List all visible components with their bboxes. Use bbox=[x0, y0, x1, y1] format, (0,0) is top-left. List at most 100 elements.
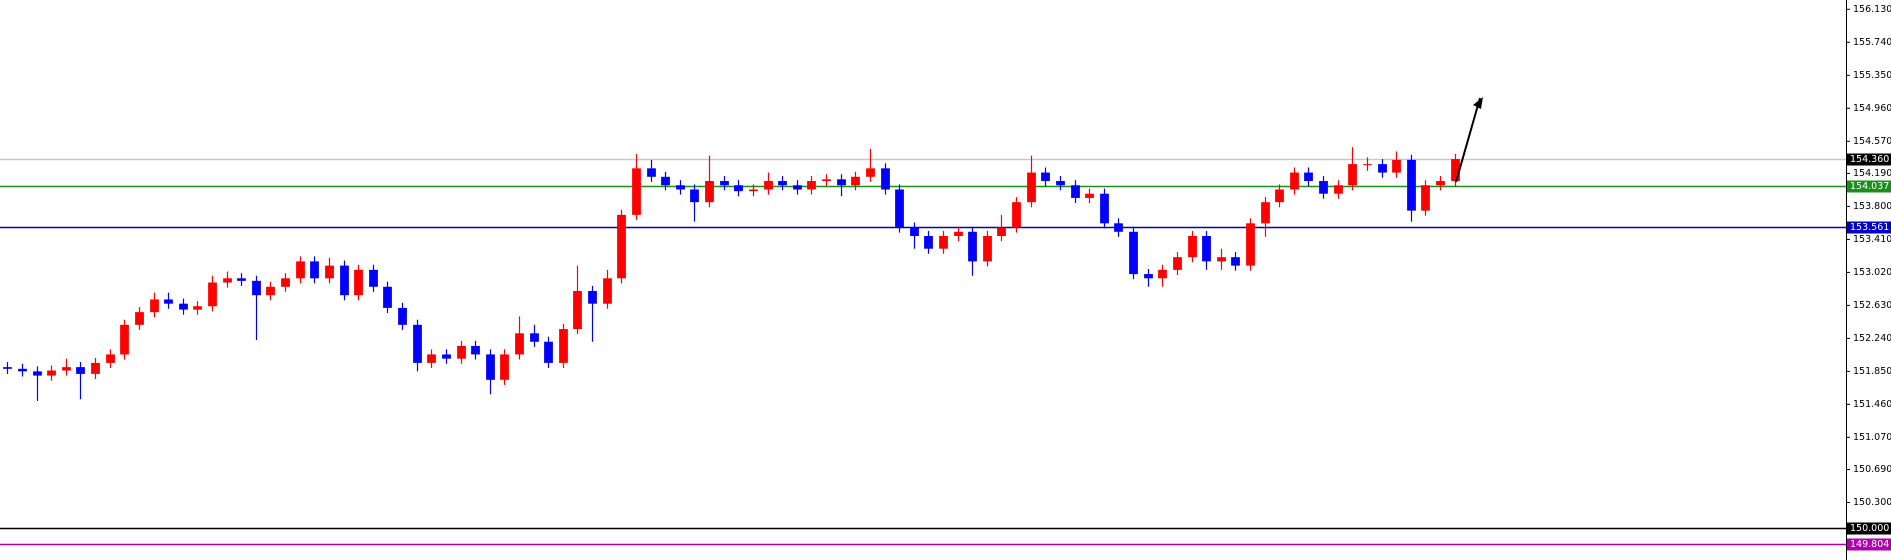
y-tick-label: 153.410 bbox=[1853, 234, 1891, 245]
candle-body bbox=[1158, 269, 1167, 279]
y-tick-label: 154.960 bbox=[1853, 103, 1891, 114]
candle-body bbox=[1188, 236, 1197, 258]
candle-body bbox=[690, 189, 699, 203]
candle-body bbox=[1261, 202, 1270, 224]
candle-body bbox=[793, 185, 802, 190]
candle-body bbox=[924, 236, 933, 249]
y-tick-label: 155.350 bbox=[1853, 70, 1891, 81]
candle-body bbox=[281, 278, 290, 287]
candle-body bbox=[895, 189, 904, 228]
candle-body bbox=[603, 278, 612, 304]
candle-body bbox=[76, 367, 85, 374]
candle-body bbox=[106, 354, 115, 363]
arrow-line bbox=[1455, 97, 1481, 183]
candle-body bbox=[573, 290, 582, 330]
candle-body bbox=[851, 176, 860, 186]
candle-body bbox=[661, 176, 670, 186]
price-level-box bbox=[1847, 180, 1891, 193]
y-tick-label: 155.740 bbox=[1853, 37, 1891, 48]
candle-body bbox=[1173, 257, 1182, 270]
candle-body bbox=[310, 261, 319, 279]
y-tick-label: 153.020 bbox=[1853, 267, 1891, 278]
candle-body bbox=[398, 307, 407, 325]
candle-body bbox=[749, 189, 758, 192]
candle-body bbox=[1304, 172, 1313, 182]
candle-body bbox=[647, 168, 656, 177]
candle-body bbox=[179, 303, 188, 310]
candle-body bbox=[1407, 159, 1416, 211]
candle-body bbox=[720, 181, 729, 186]
price-level-box bbox=[1847, 522, 1891, 535]
candle-body bbox=[515, 333, 524, 355]
y-tick-label: 152.240 bbox=[1853, 333, 1891, 344]
candle-body bbox=[544, 341, 553, 363]
candle-body bbox=[1378, 164, 1387, 173]
y-tick-label: 151.070 bbox=[1853, 432, 1891, 443]
candle-body bbox=[764, 181, 773, 190]
candle-body bbox=[266, 286, 275, 296]
candle-body bbox=[676, 185, 685, 190]
y-tick-label: 150.690 bbox=[1853, 464, 1891, 475]
candle-body bbox=[1217, 257, 1226, 262]
candle-body bbox=[1027, 172, 1036, 203]
candle-body bbox=[135, 312, 144, 325]
candle-body bbox=[471, 345, 480, 355]
candle-body bbox=[1246, 223, 1255, 266]
candle-body bbox=[983, 236, 992, 262]
candle-body bbox=[1319, 181, 1328, 194]
candle-body bbox=[1056, 181, 1065, 186]
candle-body bbox=[164, 299, 173, 304]
candle-body bbox=[1202, 236, 1211, 262]
candle-body bbox=[18, 368, 27, 372]
y-tick-label: 151.850 bbox=[1853, 366, 1891, 377]
candle-body bbox=[968, 231, 977, 262]
price-level-box bbox=[1847, 538, 1891, 551]
candle-body bbox=[1012, 202, 1021, 228]
candle-body bbox=[1129, 231, 1138, 275]
y-tick-label: 154.570 bbox=[1853, 136, 1891, 147]
y-tick-label: 152.630 bbox=[1853, 300, 1891, 311]
candle-body bbox=[500, 354, 509, 380]
candle-body bbox=[340, 265, 349, 296]
candle-body bbox=[91, 362, 100, 374]
y-tick-label: 153.800 bbox=[1853, 201, 1891, 212]
candle-body bbox=[807, 181, 816, 190]
candle-body bbox=[778, 181, 787, 186]
candle-body bbox=[632, 168, 641, 215]
candle-body bbox=[997, 227, 1006, 237]
price-level-label: 154.037 bbox=[1850, 181, 1889, 192]
price-level-box bbox=[1847, 221, 1891, 234]
levels bbox=[0, 158, 1846, 546]
candle-body bbox=[530, 333, 539, 342]
candle-body bbox=[1071, 185, 1080, 198]
candle-body bbox=[837, 179, 846, 186]
candle-body bbox=[1348, 164, 1357, 186]
candle-body bbox=[1421, 185, 1430, 211]
price-level-label: 150.000 bbox=[1850, 523, 1889, 534]
candle-body bbox=[559, 329, 568, 363]
candle-body bbox=[296, 261, 305, 279]
candle-body bbox=[208, 282, 217, 307]
candle-body bbox=[252, 280, 261, 296]
candle-body bbox=[1451, 159, 1460, 182]
candle-body bbox=[734, 185, 743, 192]
candle-body bbox=[369, 269, 378, 287]
candle-body bbox=[354, 269, 363, 296]
candle-body bbox=[150, 299, 159, 313]
candle-body bbox=[33, 371, 42, 376]
price-level-label: 149.804 bbox=[1850, 539, 1889, 550]
candle-body bbox=[822, 179, 831, 182]
candle-body bbox=[1114, 223, 1123, 232]
candle-body bbox=[120, 324, 129, 355]
candle-body bbox=[427, 354, 436, 363]
candle-body bbox=[1392, 159, 1401, 173]
candle-body bbox=[193, 306, 202, 310]
price-level-label: 154.360 bbox=[1850, 154, 1889, 165]
candle-body bbox=[1085, 193, 1094, 198]
price-axis: 156.130 155.740 155.350 154.960 154.570 154.1… bbox=[1846, 4, 1891, 551]
candle-body bbox=[223, 278, 232, 283]
price-level-box bbox=[1847, 153, 1891, 166]
